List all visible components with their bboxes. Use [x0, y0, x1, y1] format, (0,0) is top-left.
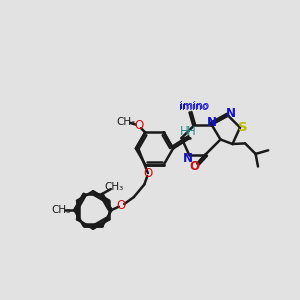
Text: O: O — [143, 167, 152, 180]
Text: CH₃: CH₃ — [51, 205, 70, 215]
Text: O: O — [134, 119, 143, 132]
Text: S: S — [238, 121, 248, 134]
Text: N: N — [183, 152, 193, 165]
Text: imino: imino — [180, 101, 210, 111]
Text: N: N — [225, 106, 236, 120]
Text: H: H — [187, 125, 196, 138]
Text: CH₃: CH₃ — [104, 182, 123, 192]
Text: N: N — [207, 116, 217, 129]
Text: imino: imino — [179, 101, 208, 112]
Text: H: H — [180, 125, 189, 138]
Text: O: O — [190, 160, 200, 173]
Text: CH₃: CH₃ — [116, 117, 136, 127]
Text: O: O — [117, 199, 126, 212]
